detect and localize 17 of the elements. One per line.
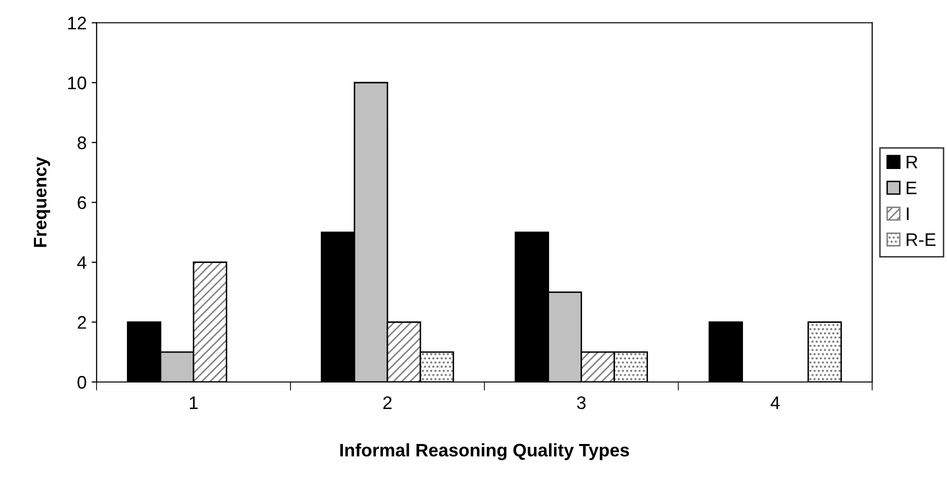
y-tick-label: 4 [77, 256, 86, 269]
x-tick-label: 3 [577, 396, 586, 410]
legend-label: R [906, 156, 918, 168]
x-tick-label: 2 [383, 396, 392, 409]
legend-label: E [906, 182, 916, 194]
y-tick-label: 12 [68, 16, 86, 30]
y-tick-label: 6 [78, 196, 86, 210]
x-axis-title: Informal Reasoning Quality Types [340, 443, 629, 460]
legend-label: I [906, 208, 909, 220]
y-tick-label: 10 [68, 76, 86, 90]
y-tick-label: 8 [78, 136, 86, 150]
y-tick-label: 0 [78, 376, 86, 389]
x-tick-label: 1 [190, 396, 198, 409]
x-tick-label: 4 [770, 396, 780, 409]
y-tick-label: 2 [78, 316, 86, 329]
y-axis-title: Frequency [34, 156, 50, 247]
legend-label: R-E [906, 233, 936, 246]
